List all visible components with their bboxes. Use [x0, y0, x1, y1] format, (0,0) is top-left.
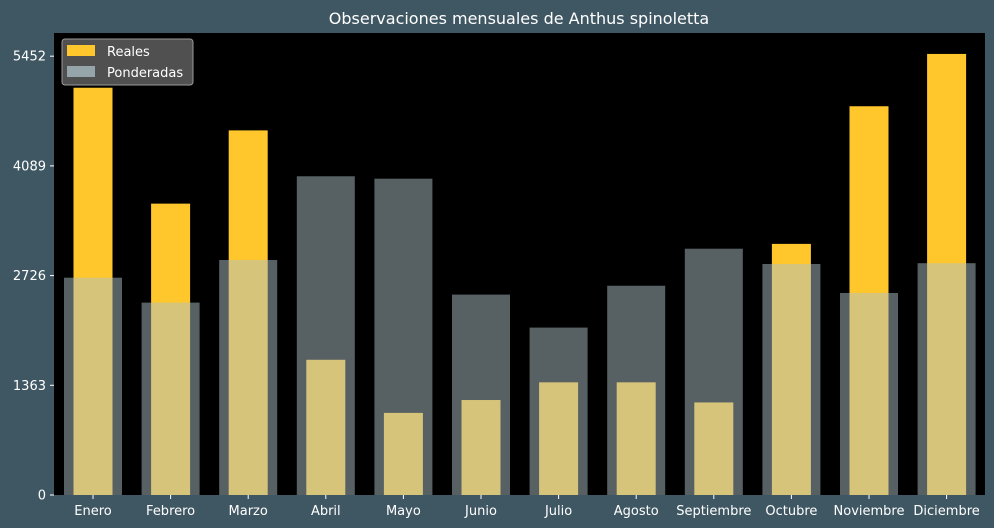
bar-ponderadas-mayo: [374, 178, 433, 495]
x-tick-label-octubre: Octubre: [765, 504, 817, 519]
chart-title: Observaciones mensuales de Anthus spinol…: [329, 9, 709, 28]
legend-label-ponderadas: Ponderadas: [107, 66, 183, 81]
y-tick-label-2726: 2726: [13, 269, 46, 284]
x-tick-label-julio: Julio: [544, 504, 572, 519]
plot-area: [54, 33, 985, 495]
y-tick-label-5452: 5452: [13, 50, 46, 65]
x-tick-label-febrero: Febrero: [146, 504, 195, 519]
legend-label-reales: Reales: [107, 45, 150, 60]
y-tick-label-1363: 1363: [13, 379, 46, 394]
y-axis: 0 1363 2726 4089 5452: [13, 50, 54, 504]
bar-ponderadas-diciembre: [917, 263, 976, 495]
bar-ponderadas-junio: [452, 294, 510, 495]
x-tick-label-diciembre: Diciembre: [913, 504, 979, 519]
bar-ponderadas-abril: [296, 176, 355, 495]
x-tick-label-agosto: Agosto: [614, 504, 659, 519]
x-tick-label-septiembre: Septiembre: [676, 504, 751, 519]
y-tick-label-4089: 4089: [13, 159, 46, 174]
bar-ponderadas-enero: [64, 277, 122, 495]
bar-ponderadas-septiembre: [684, 248, 743, 495]
x-axis: Enero Febrero Marzo Abril Mayo Junio Julio Agos…: [74, 495, 980, 519]
legend-swatch-reales: [67, 45, 95, 56]
bar-ponderadas-octubre: [762, 264, 821, 495]
series-ponderadas-bars: [64, 176, 976, 495]
y-tick-label-0: 0: [38, 489, 46, 504]
x-tick-label-marzo: Marzo: [229, 504, 268, 519]
x-tick-label-noviembre: Noviembre: [834, 504, 905, 519]
bar-ponderadas-agosto: [607, 285, 666, 495]
legend-swatch-ponderadas: [67, 66, 95, 77]
x-tick-label-junio: Junio: [464, 504, 497, 519]
bar-ponderadas-marzo: [219, 259, 278, 495]
bar-ponderadas-julio: [529, 327, 588, 495]
x-tick-label-mayo: Mayo: [386, 504, 421, 519]
legend: Reales Ponderadas: [61, 38, 194, 86]
bar-ponderadas-noviembre: [840, 292, 898, 495]
x-tick-label-enero: Enero: [74, 504, 112, 519]
bar-ponderadas-febrero: [141, 302, 200, 495]
x-tick-label-abril: Abril: [311, 504, 341, 519]
